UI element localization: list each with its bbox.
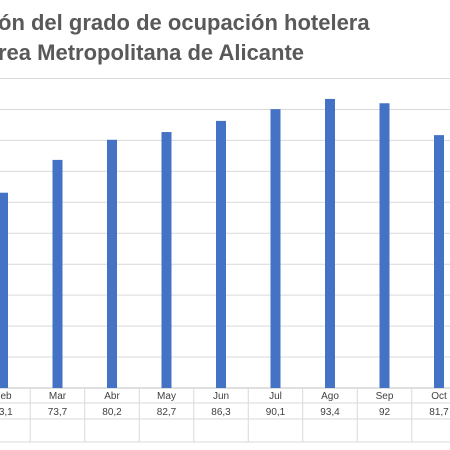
- data-table: Feb 63,1 Mar 73,7 Abr 80,2 May 82,7 Jun 86,3 Jul 90…: [0, 388, 450, 443]
- data-label: 81,7: [429, 407, 449, 418]
- data-label: 63,1: [0, 407, 13, 418]
- bar-jul: [270, 109, 281, 388]
- data-label: 80,2: [102, 407, 122, 418]
- x-tick-label: Mar: [49, 391, 67, 402]
- data-label: 93,4: [320, 407, 340, 418]
- x-tick-label: Oct: [431, 391, 447, 402]
- data-label: 90,1: [266, 407, 286, 418]
- data-label: 82,7: [157, 407, 177, 418]
- x-tick-label: Ago: [321, 391, 339, 402]
- data-label: 92: [379, 407, 391, 418]
- x-tick-label: Abr: [104, 391, 120, 402]
- x-tick-label: Sep: [376, 391, 394, 402]
- bar-feb: [0, 192, 8, 388]
- x-tick-label: Jun: [213, 391, 229, 402]
- chart-title-line-2: rea Metropolitana de Alicante: [0, 40, 305, 65]
- x-tick-label: May: [157, 391, 176, 402]
- chart-title: ón del grado de ocupación hotelera rea M…: [0, 8, 450, 68]
- bar-sep: [379, 103, 390, 388]
- bar-ago: [325, 98, 335, 388]
- x-tick-label: Feb: [0, 391, 12, 402]
- data-label: 73,7: [48, 407, 68, 418]
- bar-jun: [216, 120, 226, 389]
- x-tick-label: Jul: [269, 391, 282, 402]
- bar-series: [0, 98, 444, 389]
- bar-oct: [434, 135, 444, 388]
- bar-may: [161, 132, 172, 388]
- bar-abr: [107, 139, 117, 388]
- data-label: 86,3: [211, 407, 231, 418]
- bar-mar: [52, 159, 63, 388]
- chart-title-line-1: ón del grado de ocupación hotelera: [0, 10, 370, 35]
